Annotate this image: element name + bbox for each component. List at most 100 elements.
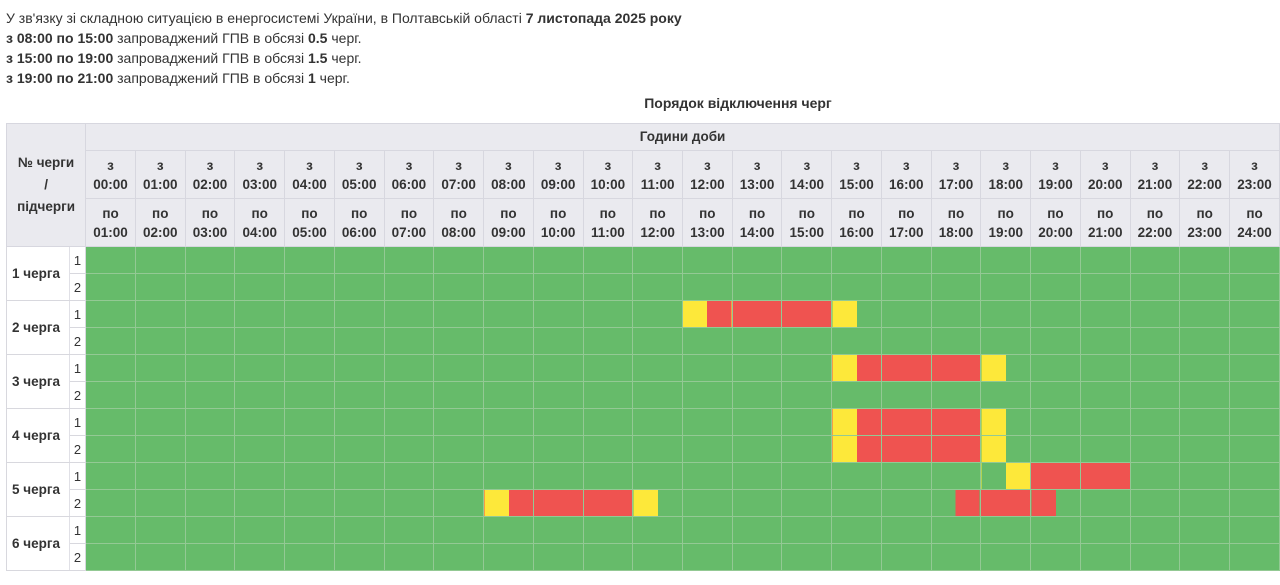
hour-cell [831,273,882,301]
hour-cell [731,354,783,382]
hour-cell [433,327,485,355]
hour-cell [1179,246,1231,274]
hour-prefix: з [952,157,960,173]
hour-cell [184,408,236,436]
hour-prefix: з [455,157,463,173]
hour-time: 00:00 [93,176,128,192]
hour-end-header: по 08:00 [433,198,485,247]
hour-cell [582,408,634,436]
announcement-date: 7 листопада 2025 року [525,10,682,26]
hour-cell [582,354,634,382]
hour-cell [880,435,932,463]
hour-cell [632,543,683,571]
hour-prefix: по [450,205,467,221]
hour-cell [632,327,683,355]
hour-end-header: по 01:00 [85,198,136,247]
hour-cell [681,408,733,436]
hour-cell [134,435,186,463]
hour-prefix: з [654,157,661,173]
hour-cell [1030,543,1081,571]
hour-start-header: з 03:00 [234,150,286,199]
subqueue-row: 1 черга 1 [6,246,1280,301]
hour-cell [980,273,1032,301]
hour-cell [1229,516,1280,544]
queue-header-text: / [44,177,48,192]
hour-cell [781,516,833,544]
hour-cell [980,408,1032,436]
hour-cell [433,462,485,490]
hour-cell [1129,435,1181,463]
hour-cell [831,327,882,355]
hour-cell [731,435,783,463]
hour-time: 03:00 [192,224,228,240]
hour-prefix: по [102,205,119,221]
period-amount: 1.5 [308,50,328,66]
hour-cell [681,327,733,355]
hour-cell [681,354,733,382]
hour-cell [1229,489,1280,517]
hour-cell [930,408,982,436]
hour-cell [582,273,634,301]
hour-prefix: з [604,157,612,173]
hour-start-header: з 20:00 [1079,150,1131,199]
hour-cell [184,246,236,274]
hour-cell [1229,408,1280,436]
hour-cell [532,435,584,463]
hour-cell [532,543,584,571]
hour-cell [781,300,833,328]
hour-cell [681,543,733,571]
hour-start-header: з 17:00 [930,150,982,199]
hour-cell [930,489,982,517]
announcement: У зв'язку зі складною ситуацією в енерго… [6,8,682,88]
hour-cell [85,408,136,436]
hour-cell [880,489,932,517]
hour-cell [383,435,435,463]
hour-cell [980,543,1032,571]
hour-time: 19:00 [988,224,1023,240]
hour-cell [1079,516,1131,544]
hour-cell [383,489,435,517]
hour-cell [333,435,385,463]
hour-time: 17:00 [889,224,924,240]
hour-cell [1179,543,1231,571]
queue-column-header: № черги / підчерги [5,123,86,247]
hour-cell [632,246,683,274]
hour-time: 01:00 [93,224,128,240]
period-unit: черг. [327,50,362,66]
hour-cell [184,462,236,490]
hour-time: 18:00 [988,176,1023,192]
hour-cell [880,543,932,571]
schedule-caption: Порядок відключення черг [644,95,832,111]
hour-cell [184,327,236,355]
subqueue-row: 6 черга 1 [6,516,1280,571]
subqueue-row: 2 черга 1 [6,300,1280,355]
hour-cell [85,327,136,355]
hour-cell [681,381,733,409]
hour-cell [930,273,982,301]
hour-cell [134,273,186,301]
hour-end-header: по 11:00 [582,198,634,247]
hour-end-header: по 16:00 [831,198,882,247]
hour-time: 22:00 [1187,176,1222,192]
hour-time: 02:00 [192,176,228,192]
queue-label: 3 черга [6,354,70,409]
hour-cell [184,516,236,544]
hour-prefix: з [306,157,313,173]
hour-time: 12:00 [640,224,675,240]
hour-cell [1129,408,1181,436]
hour-cell [284,273,335,301]
hour-cell [532,246,584,274]
queue-header-text: № черги [17,155,75,170]
hour-prefix: з [554,157,562,173]
hour-time: 10:00 [590,176,626,192]
hour-prefix: з [1052,157,1059,173]
hour-cell [134,300,186,328]
hour-cell [234,300,286,328]
hour-cell [483,300,534,328]
hour-time: 18:00 [938,224,974,240]
outage-period-line: з 19:00 по 21:00 запроваджений ГПВ в обс… [6,68,682,88]
hour-cell [85,489,136,517]
hour-prefix: по [400,205,418,221]
hour-time: 06:00 [341,224,377,240]
hour-end-header: по 10:00 [532,198,584,247]
